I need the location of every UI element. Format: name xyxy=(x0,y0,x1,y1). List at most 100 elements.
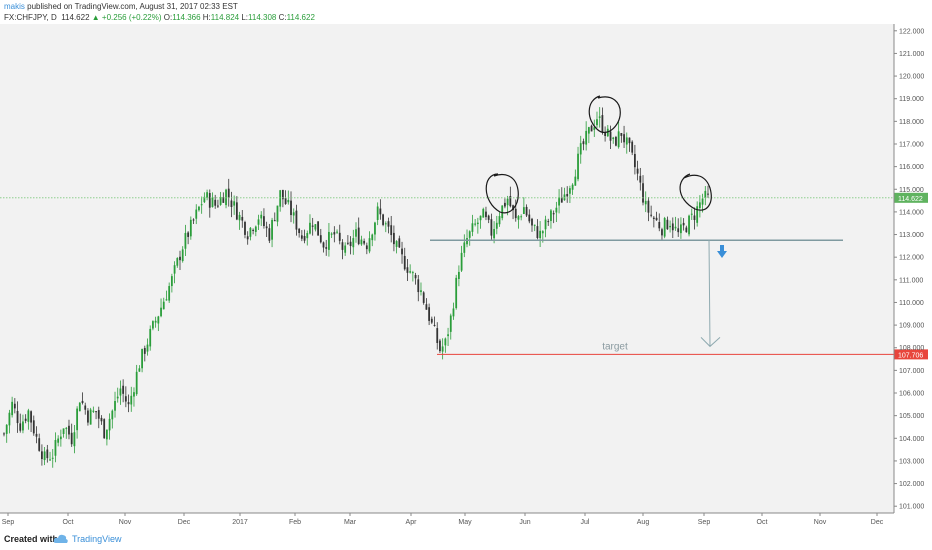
candle-body xyxy=(217,205,219,207)
candle-body xyxy=(406,267,409,273)
candle-body xyxy=(642,183,644,203)
candle-body xyxy=(97,410,100,419)
candle-body xyxy=(184,232,187,249)
time-tick-label: Mar xyxy=(344,519,357,526)
candle-body xyxy=(81,400,84,403)
candle-body xyxy=(379,208,382,215)
candle-body xyxy=(203,196,206,203)
candle-body xyxy=(198,206,200,211)
candle-body xyxy=(311,225,314,227)
candle-body xyxy=(32,420,35,434)
candle-body xyxy=(309,222,311,234)
open-value: 114.366 xyxy=(172,13,201,22)
candle-body xyxy=(92,410,95,412)
candle-body xyxy=(439,340,441,352)
candle-body xyxy=(162,301,165,310)
candle-body xyxy=(295,210,298,230)
price-tick-label: 103.000 xyxy=(899,458,924,465)
candle-body xyxy=(87,410,89,423)
candle-body xyxy=(398,238,401,248)
candle-body xyxy=(179,256,181,261)
price-tick-label: 105.000 xyxy=(899,413,924,420)
candle-body xyxy=(433,324,436,326)
change-value: +0.256 (+0.22%) xyxy=(101,13,162,22)
candle-body xyxy=(387,221,390,227)
candle-body xyxy=(279,190,282,207)
candle-body xyxy=(384,223,387,225)
candle-body xyxy=(336,231,338,233)
candle-body xyxy=(8,412,11,426)
candle-body xyxy=(124,396,127,402)
head-circle[interactable] xyxy=(588,95,621,134)
candle-body xyxy=(138,368,141,372)
candle-body xyxy=(160,307,162,317)
candle-body xyxy=(593,127,596,130)
candle-body xyxy=(78,402,81,412)
candle-body xyxy=(292,212,295,216)
candle-body xyxy=(306,232,309,239)
candle-body xyxy=(671,223,674,231)
candle-body xyxy=(303,235,306,241)
candle-body xyxy=(533,224,536,226)
candle-body xyxy=(474,223,477,225)
candle-body xyxy=(677,228,680,233)
candle-body xyxy=(268,228,271,241)
candle-body xyxy=(604,131,607,137)
candle-body xyxy=(574,176,577,186)
candle-body xyxy=(246,236,249,240)
candle-body xyxy=(95,411,97,413)
candle-body xyxy=(669,225,671,228)
plot-area[interactable] xyxy=(0,24,894,513)
measured-move-arrow[interactable] xyxy=(700,240,721,348)
candle-body xyxy=(690,213,693,215)
price-tick-label: 108.000 xyxy=(899,345,924,352)
candle-body xyxy=(252,229,255,231)
candle-body xyxy=(682,222,685,226)
candle-body xyxy=(468,231,471,238)
time-tick-label: Jun xyxy=(519,519,530,526)
tradingview-brand[interactable]: TradingView xyxy=(72,534,122,544)
candle-body xyxy=(652,217,655,219)
candle-body xyxy=(409,271,412,273)
right-shoulder-circle[interactable] xyxy=(679,173,712,211)
candle-body xyxy=(152,321,154,329)
candle-body xyxy=(512,205,514,211)
candle-body xyxy=(35,433,38,437)
publish-text: published on TradingView.com, August 31,… xyxy=(27,2,238,11)
candle-body xyxy=(414,274,417,279)
candle-body xyxy=(425,304,428,310)
ohlc-legend: FX:CHFJPY, D 114.622 ▲ +0.256 (+0.22%) O… xyxy=(4,13,315,22)
time-tick-label: 2017 xyxy=(232,519,248,526)
close-value: 114.622 xyxy=(286,13,315,22)
candle-body xyxy=(76,408,79,431)
low-value: 114.308 xyxy=(248,13,277,22)
price-chart[interactable]: 114.622 107.706 target 101.000 102.000 103.0… xyxy=(0,24,932,530)
candle-body xyxy=(241,216,244,221)
time-tick-label: Sep xyxy=(698,519,711,526)
left-shoulder-circle[interactable] xyxy=(485,173,519,214)
candle-body xyxy=(363,240,366,244)
author-link[interactable]: makis xyxy=(4,2,25,11)
candle-body xyxy=(444,338,447,346)
candle-body xyxy=(38,438,41,451)
candle-body xyxy=(509,195,512,207)
candle-body xyxy=(517,216,520,220)
candle-body xyxy=(349,241,352,247)
candle-body xyxy=(571,184,574,190)
candle-body xyxy=(141,348,143,369)
candle-body xyxy=(541,231,544,234)
candle-body xyxy=(411,272,414,274)
candle-body xyxy=(344,245,347,253)
candle-body xyxy=(463,242,466,253)
price-tick-label: 109.000 xyxy=(899,323,924,330)
price-tick-label: 111.000 xyxy=(899,277,923,284)
candle-body xyxy=(84,405,87,410)
price-tick-label: 106.000 xyxy=(899,391,924,398)
candle-body xyxy=(490,219,493,236)
price-tick-label: 102.000 xyxy=(899,481,924,488)
price-tick-label: 110.000 xyxy=(899,300,924,307)
candle-body xyxy=(298,228,301,234)
candle-body xyxy=(300,235,303,239)
time-tick-label: Nov xyxy=(119,519,132,526)
time-tick-label: Dec xyxy=(178,519,191,526)
